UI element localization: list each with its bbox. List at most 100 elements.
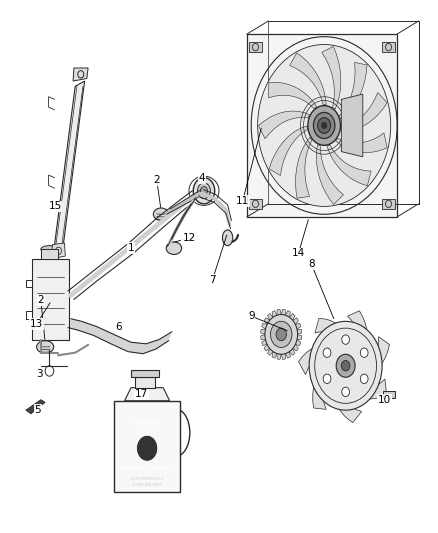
Text: 2: 2 <box>38 295 44 305</box>
Circle shape <box>323 374 331 384</box>
Polygon shape <box>295 323 301 329</box>
Text: 9: 9 <box>248 311 254 321</box>
Polygon shape <box>290 53 326 104</box>
Polygon shape <box>54 81 85 251</box>
Polygon shape <box>249 199 262 209</box>
Text: 14: 14 <box>292 248 305 259</box>
Polygon shape <box>297 329 302 334</box>
Text: 6: 6 <box>115 321 121 332</box>
Polygon shape <box>345 378 387 399</box>
Text: MOPAR: MOPAR <box>134 421 160 426</box>
Polygon shape <box>382 42 395 52</box>
Polygon shape <box>26 400 45 414</box>
Polygon shape <box>339 62 367 119</box>
Circle shape <box>336 354 355 377</box>
Polygon shape <box>258 111 310 139</box>
Text: 11: 11 <box>236 196 249 206</box>
Polygon shape <box>313 362 336 409</box>
Ellipse shape <box>153 208 169 221</box>
Polygon shape <box>316 144 343 205</box>
Polygon shape <box>135 377 155 387</box>
Circle shape <box>342 387 350 397</box>
Circle shape <box>193 177 215 204</box>
Circle shape <box>323 348 331 358</box>
Polygon shape <box>299 345 342 375</box>
Polygon shape <box>296 137 312 198</box>
Polygon shape <box>286 352 290 358</box>
Polygon shape <box>290 313 295 320</box>
Polygon shape <box>261 340 267 345</box>
Polygon shape <box>261 329 265 334</box>
Polygon shape <box>268 349 273 356</box>
Circle shape <box>265 314 297 354</box>
Polygon shape <box>272 352 277 358</box>
Polygon shape <box>264 318 270 325</box>
Circle shape <box>258 45 391 206</box>
Polygon shape <box>73 68 88 81</box>
Text: 7: 7 <box>209 274 216 285</box>
Polygon shape <box>277 353 281 359</box>
Polygon shape <box>41 249 58 259</box>
Text: 4: 4 <box>198 173 205 183</box>
Text: ANTIFREEZE / COOLANT: ANTIFREEZE / COOLANT <box>121 467 173 471</box>
Polygon shape <box>347 311 367 364</box>
Polygon shape <box>353 337 389 376</box>
Polygon shape <box>382 391 395 398</box>
Circle shape <box>308 106 340 146</box>
Text: 50/50 PREDILUTED: 50/50 PREDILUTED <box>131 478 164 481</box>
Polygon shape <box>336 133 387 152</box>
PathPatch shape <box>68 319 172 354</box>
Polygon shape <box>281 309 286 315</box>
Polygon shape <box>333 374 362 423</box>
Polygon shape <box>297 334 302 340</box>
Polygon shape <box>269 126 307 175</box>
Polygon shape <box>268 82 317 109</box>
Ellipse shape <box>36 341 54 353</box>
Polygon shape <box>341 92 387 131</box>
Polygon shape <box>264 344 270 351</box>
Polygon shape <box>249 42 262 52</box>
Circle shape <box>360 348 368 358</box>
Circle shape <box>201 187 208 195</box>
Polygon shape <box>293 318 298 325</box>
Text: 12: 12 <box>182 233 196 243</box>
Circle shape <box>309 321 382 410</box>
Polygon shape <box>114 401 180 492</box>
Polygon shape <box>322 46 341 109</box>
Circle shape <box>314 112 335 139</box>
Circle shape <box>271 321 292 348</box>
Text: 10: 10 <box>378 395 391 405</box>
Text: 8: 8 <box>308 259 314 269</box>
Polygon shape <box>261 323 267 329</box>
Polygon shape <box>247 34 397 217</box>
Polygon shape <box>52 243 65 259</box>
Polygon shape <box>327 145 371 185</box>
Polygon shape <box>261 334 265 340</box>
Polygon shape <box>131 370 159 377</box>
Polygon shape <box>315 318 351 354</box>
Polygon shape <box>32 259 69 340</box>
Polygon shape <box>281 353 286 359</box>
Circle shape <box>136 435 158 462</box>
FancyBboxPatch shape <box>118 429 176 479</box>
Polygon shape <box>293 344 298 351</box>
Ellipse shape <box>41 246 58 253</box>
Circle shape <box>321 123 327 128</box>
Polygon shape <box>295 340 301 345</box>
Ellipse shape <box>223 230 233 246</box>
Text: 5: 5 <box>35 405 41 415</box>
Polygon shape <box>286 311 290 317</box>
Text: DO NOT ADD WATER: DO NOT ADD WATER <box>132 483 162 487</box>
Text: 2: 2 <box>153 175 160 185</box>
Polygon shape <box>124 387 170 401</box>
Text: 3: 3 <box>36 369 43 378</box>
Ellipse shape <box>166 242 182 254</box>
Circle shape <box>341 360 350 371</box>
Polygon shape <box>272 311 277 317</box>
Polygon shape <box>277 309 281 315</box>
Polygon shape <box>290 349 295 356</box>
Circle shape <box>318 118 331 133</box>
Circle shape <box>276 328 286 341</box>
Circle shape <box>360 374 368 384</box>
Polygon shape <box>268 313 273 320</box>
